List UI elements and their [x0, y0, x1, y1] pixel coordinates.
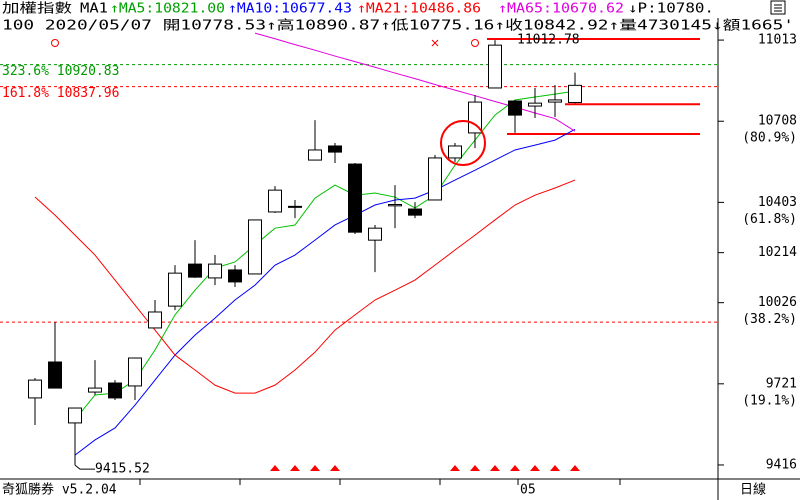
version: 奇狐勝券 v5.2.04 [2, 482, 117, 498]
signal-triangle [510, 465, 520, 471]
ma10-label: ↑MA10:10677.43 [228, 2, 352, 17]
y-tick-label: 10708 [758, 114, 797, 129]
indicator: MA1 [80, 2, 108, 17]
signal-circle [51, 39, 59, 47]
candle-body [468, 101, 482, 134]
candle-body [128, 357, 142, 387]
y-tick-label: 10403 [758, 195, 797, 210]
candle-body [248, 219, 262, 275]
signal-triangle [290, 465, 300, 471]
signal-cross [431, 39, 439, 47]
candle-body [28, 379, 42, 399]
candle-body [228, 269, 242, 283]
ma-line [74, 90, 576, 421]
candle-body [108, 382, 122, 399]
signal-triangle [570, 465, 580, 471]
low-label: 9415.52 [95, 462, 150, 477]
candle-body [328, 145, 342, 153]
candle-body [528, 102, 542, 107]
y-tick-note: (61.8%) [742, 212, 797, 227]
low-leader [74, 464, 95, 470]
candle-body [68, 407, 82, 424]
candle-body [48, 361, 62, 389]
signal-triangle [270, 465, 280, 471]
ma5-label: ↑MA5:10821.00 [110, 2, 225, 17]
candle-body [288, 205, 302, 208]
ma21-label: ↑MA21:10486.86 [357, 2, 481, 17]
y-tick-note: (80.9%) [742, 131, 797, 146]
candle-body [508, 100, 522, 116]
ma65-label: ↑MA65:10670.62 [498, 2, 624, 17]
candle-body [348, 163, 362, 233]
candle-body [168, 272, 182, 307]
ma-line [74, 128, 576, 456]
signal-triangle [550, 465, 560, 471]
candle-body [408, 208, 422, 216]
signal-triangle [470, 465, 480, 471]
price-label: ↓P:10780. [628, 2, 714, 17]
y-tick-label: 9416 [766, 457, 797, 472]
candle-body [208, 263, 222, 279]
candle-body [308, 149, 322, 161]
candle-body [548, 99, 562, 103]
y-tick-label: 11013 [758, 33, 797, 48]
signal-triangle [330, 465, 340, 471]
signal-triangle [490, 465, 500, 471]
candle-body [88, 387, 102, 393]
signal-triangle [310, 465, 320, 471]
signal-triangle [530, 465, 540, 471]
candle-body [388, 204, 402, 207]
header: 加權指數 MA1 ↑MA5:10821.00 ↑MA10:10677.43 ↑M… [2, 0, 794, 34]
quote-row: 100 2020/05/07 開10778.53↑高10890.87↑低1077… [2, 18, 794, 34]
candle-body [368, 227, 382, 241]
y-tick-label: 10214 [758, 245, 797, 260]
x-tick-label: 05 [520, 483, 536, 498]
signal-circle [471, 39, 479, 47]
candle-body [488, 44, 502, 89]
candle-body [428, 157, 442, 201]
candle-body [188, 263, 202, 278]
reference-label: 161.8% 10837.96 [2, 86, 119, 101]
y-tick-note: (38.2%) [742, 312, 797, 327]
symbol: 加權指數 [2, 2, 72, 17]
candle-body [448, 145, 462, 159]
highlight-circle [440, 120, 486, 166]
y-tick-note: (19.1%) [742, 393, 797, 408]
signal-triangle [450, 465, 460, 471]
y-tick-label: 10026 [758, 295, 797, 310]
high-label: 11012.78 [517, 33, 580, 48]
candle-body [568, 84, 582, 103]
y-tick-label: 9721 [766, 376, 797, 391]
ma-line [34, 179, 576, 394]
candle-body [148, 311, 162, 329]
candle-body [268, 189, 282, 213]
period: 日線 [740, 482, 766, 498]
reference-label: 323.6% 10920.83 [2, 64, 119, 79]
